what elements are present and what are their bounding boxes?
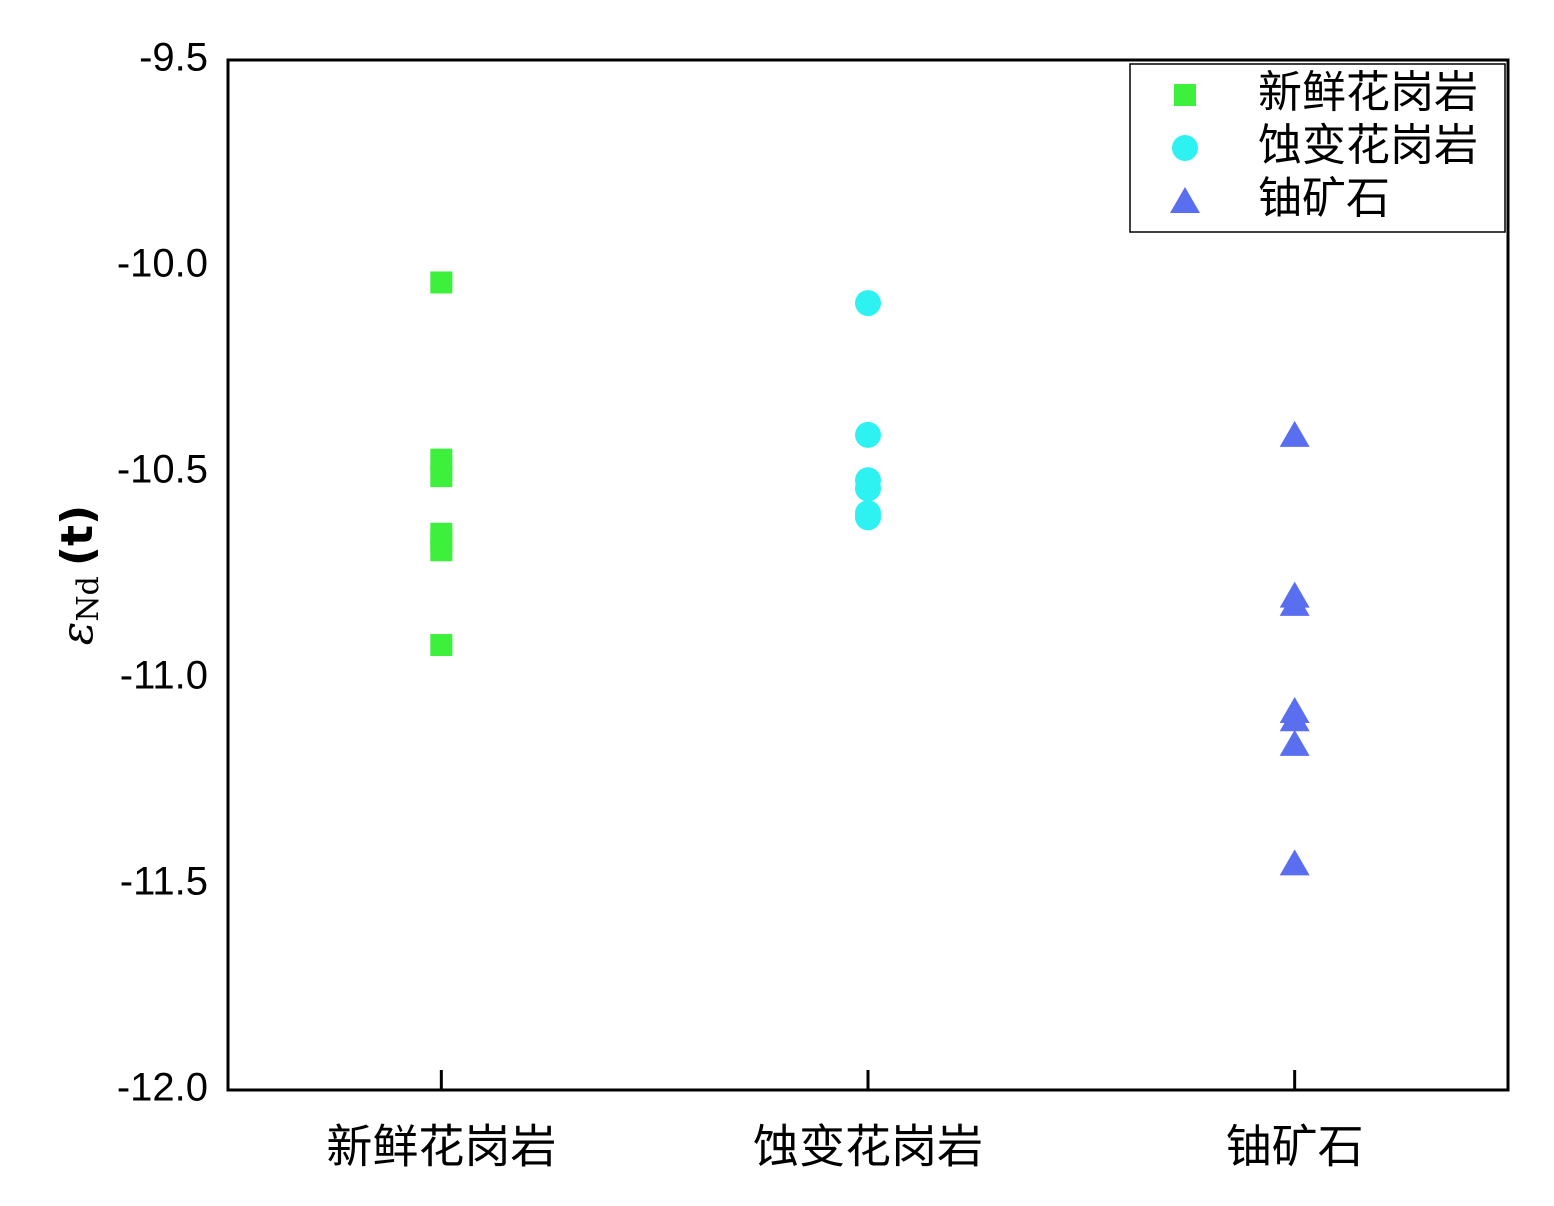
legend-label: 铀矿石	[1258, 173, 1390, 224]
y-tick-label: -11.0	[120, 654, 208, 698]
point	[855, 421, 881, 448]
legend-marker	[1174, 84, 1196, 106]
point	[1279, 849, 1310, 876]
point	[1279, 420, 1310, 447]
y-tick-label: -11.5	[120, 860, 208, 904]
point	[430, 539, 453, 562]
point	[855, 504, 881, 531]
point	[1279, 729, 1310, 756]
x-tick-label: 新鲜花岗岩	[326, 1120, 556, 1174]
point	[1279, 705, 1310, 732]
y-tick-label: -12.0	[117, 1066, 208, 1110]
legend-marker	[1172, 135, 1198, 161]
point	[430, 465, 453, 488]
legend-marker	[1170, 187, 1200, 213]
y-label-subscript: Nd	[71, 576, 106, 621]
legend-label: 新鲜花岗岩	[1258, 67, 1478, 118]
point	[1279, 589, 1310, 616]
x-tick-label: 铀矿石	[1226, 1120, 1364, 1174]
point	[855, 475, 881, 502]
plot-frame	[226, 58, 1510, 1092]
point	[430, 634, 453, 657]
point	[430, 271, 453, 294]
legend-label: 蚀变花岗岩	[1258, 120, 1478, 171]
y-label-suffix: (t)	[52, 505, 103, 566]
y-tick-label: -10.0	[117, 242, 208, 286]
y-label-symbol: ε	[52, 622, 103, 646]
y-axis-label: εNd (t)	[52, 505, 107, 645]
x-tick-label: 蚀变花岗岩	[753, 1120, 983, 1174]
y-tick-label: -10.5	[117, 448, 208, 492]
point	[855, 290, 881, 317]
y-tick-label: -9.5	[139, 36, 208, 80]
